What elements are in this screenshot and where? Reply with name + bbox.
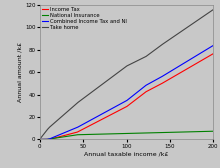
National Insurance	[212, 130, 215, 132]
Line: Income Tax: Income Tax	[40, 54, 213, 139]
Combined Income Tax and NI	[108, 109, 111, 111]
Line: Combined Income Tax and NI: Combined Income Tax and NI	[40, 45, 213, 139]
National Insurance	[38, 138, 41, 140]
National Insurance	[56, 137, 59, 139]
National Insurance	[158, 132, 160, 134]
Combined Income Tax and NI	[174, 68, 176, 70]
Take home	[56, 119, 59, 121]
National Insurance	[108, 133, 111, 135]
Line: National Insurance: National Insurance	[40, 131, 213, 139]
Income Tax	[56, 136, 59, 138]
X-axis label: Annual taxable income /k£: Annual taxable income /k£	[84, 151, 169, 156]
Combined Income Tax and NI	[212, 44, 215, 46]
Combined Income Tax and NI	[177, 66, 180, 68]
Take home	[108, 77, 111, 79]
Combined Income Tax and NI	[38, 138, 41, 140]
Take home	[212, 9, 215, 11]
Take home	[177, 32, 180, 34]
Combined Income Tax and NI	[115, 105, 117, 107]
Combined Income Tax and NI	[56, 135, 59, 137]
National Insurance	[174, 131, 176, 133]
Income Tax	[108, 114, 111, 116]
Take home	[174, 35, 176, 37]
Take home	[115, 73, 117, 75]
Income Tax	[174, 75, 176, 77]
National Insurance	[177, 131, 180, 133]
Y-axis label: Annual amount /k£: Annual amount /k£	[17, 42, 22, 102]
Combined Income Tax and NI	[158, 77, 160, 79]
Legend: Income Tax, National Insurance, Combined Income Tax and NI, Take home: Income Tax, National Insurance, Combined…	[41, 7, 127, 30]
Income Tax	[38, 138, 41, 140]
Take home	[38, 138, 41, 140]
Income Tax	[212, 53, 215, 55]
Income Tax	[158, 84, 160, 86]
Line: Take home: Take home	[40, 10, 213, 139]
Take home	[158, 46, 160, 48]
Income Tax	[177, 73, 180, 75]
National Insurance	[115, 133, 117, 135]
Income Tax	[115, 111, 117, 113]
